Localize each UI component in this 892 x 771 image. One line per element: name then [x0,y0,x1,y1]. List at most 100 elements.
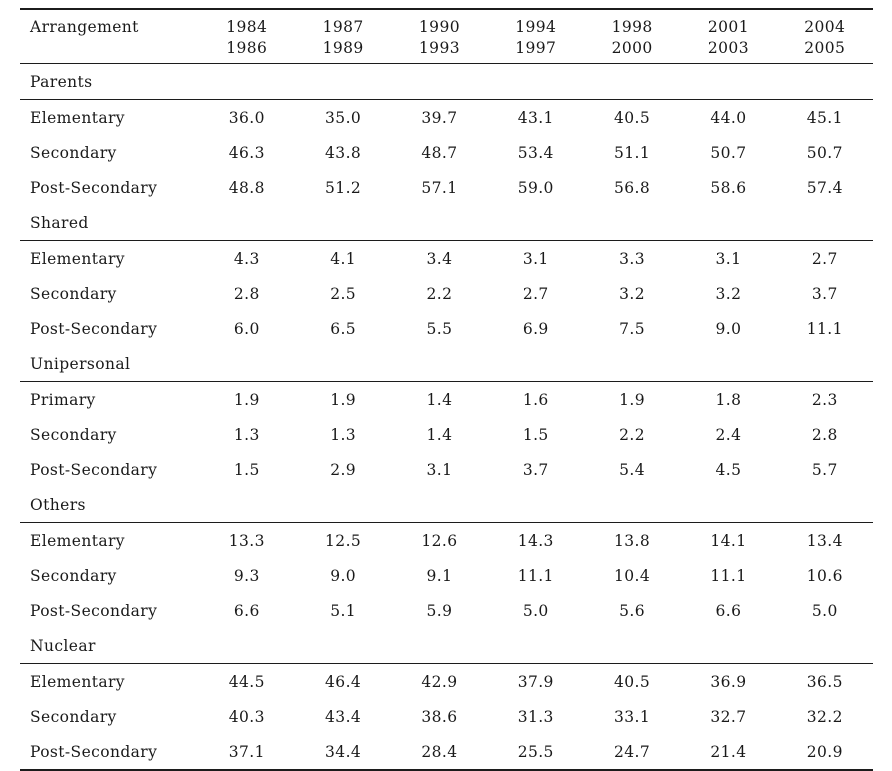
table-row: Secondary 2.8 2.5 2.2 2.7 3.2 3.2 3.7 [20,276,873,311]
row-label: Post-Secondary [30,178,158,197]
header-period: 2001 2003 [680,9,777,64]
row-label: Elementary [30,531,125,550]
value-cell: 5.9 [426,601,453,620]
row-label: Elementary [30,672,125,691]
value-cell: 6.6 [233,601,260,620]
period-end-year: 2003 [707,39,749,57]
row-label: Post-Secondary [30,460,158,479]
value-cell: 2.9 [330,460,357,479]
value-cell: 56.8 [614,178,651,197]
value-cell: 53.4 [517,143,554,162]
value-cell: 46.4 [325,672,362,691]
period-end-year: 1993 [418,39,460,57]
value-cell: 33.1 [614,707,651,726]
value-cell: 39.7 [421,108,458,127]
value-cell: 10.6 [806,566,843,585]
value-cell: 7.5 [619,319,646,338]
value-cell: 38.6 [421,707,458,726]
value-cell: 1.4 [426,425,453,444]
value-cell: 9.1 [426,566,453,585]
table-row: Post-Secondary 37.1 34.4 28.4 25.5 24.7 21.4 20… [20,734,873,770]
value-cell: 2.7 [522,284,549,303]
value-cell: 37.9 [517,672,554,691]
header-arrangement: Arrangement [20,9,199,64]
row-label: Post-Secondary [30,601,158,620]
table-row: Post-Secondary 1.5 2.9 3.1 3.7 5.4 4.5 5.7 [20,452,873,487]
value-cell: 9.3 [233,566,260,585]
value-cell: 48.8 [228,178,265,197]
header-period: 1990 1993 [391,9,488,64]
value-cell: 2.3 [811,390,838,409]
value-cell: 5.7 [811,460,838,479]
row-label: Secondary [30,425,117,444]
value-cell: 36.9 [710,672,747,691]
value-cell: 31.3 [517,707,554,726]
value-cell: 25.5 [517,742,554,761]
value-cell: 51.1 [614,143,651,162]
value-cell: 6.0 [233,319,260,338]
row-label: Secondary [30,707,117,726]
section-row: Parents [20,63,873,100]
value-cell: 5.0 [522,601,549,620]
row-label: Primary [30,390,96,409]
value-cell: 1.3 [330,425,357,444]
period-start-year: 1990 [418,18,460,36]
value-cell: 24.7 [614,742,651,761]
value-cell: 35.0 [325,108,362,127]
value-cell: 3.7 [811,284,838,303]
value-cell: 3.2 [619,284,646,303]
value-cell: 2.8 [233,284,260,303]
section-row: Nuclear [20,628,873,664]
value-cell: 32.7 [710,707,747,726]
period-end-year: 1986 [226,39,268,57]
value-cell: 43.1 [517,108,554,127]
table-row: Elementary 13.3 12.5 12.6 14.3 13.8 14.1 13.4 [20,523,873,559]
value-cell: 28.4 [421,742,458,761]
value-cell: 51.2 [325,178,362,197]
value-cell: 46.3 [228,143,265,162]
value-cell: 59.0 [517,178,554,197]
table-row: Elementary 44.5 46.4 42.9 37.9 40.5 36.9 36.5 [20,664,873,700]
value-cell: 13.3 [228,531,265,550]
value-cell: 57.1 [421,178,458,197]
value-cell: 4.3 [233,249,260,268]
value-cell: 6.9 [522,319,549,338]
value-cell: 9.0 [330,566,357,585]
table-row: Secondary 9.3 9.0 9.1 11.1 10.4 11.1 10.6 [20,558,873,593]
row-label: Post-Secondary [30,319,158,338]
value-cell: 36.5 [806,672,843,691]
table-row: Elementary 4.3 4.1 3.4 3.1 3.3 3.1 2.7 [20,241,873,277]
table-body: Parents Elementary 36.0 35.0 39.7 43.1 40.5 44.… [20,63,873,771]
row-label: Secondary [30,566,117,585]
value-cell: 5.0 [811,601,838,620]
table-row: Secondary 46.3 43.8 48.7 53.4 51.1 50.7 50.7 [20,135,873,170]
period-end-year: 1997 [515,39,557,57]
value-cell: 1.5 [233,460,260,479]
table-header-row: Arrangement 1984 1986 1987 1989 1990 1993 1994… [20,9,873,64]
value-cell: 40.5 [614,108,651,127]
value-cell: 11.1 [517,566,554,585]
value-cell: 9.0 [715,319,742,338]
period-start-year: 1998 [611,18,653,36]
value-cell: 58.6 [710,178,747,197]
value-cell: 12.5 [325,531,362,550]
value-cell: 48.7 [421,143,458,162]
table-row: Primary 1.9 1.9 1.4 1.6 1.9 1.8 2.3 [20,382,873,418]
value-cell: 40.3 [228,707,265,726]
header-period: 1987 1989 [294,9,392,64]
period-end-year: 2000 [611,39,653,57]
row-label: Secondary [30,143,117,162]
value-cell: 1.4 [426,390,453,409]
table-head: Arrangement 1984 1986 1987 1989 1990 1993 1994… [20,9,873,64]
value-cell: 6.5 [330,319,357,338]
value-cell: 45.1 [806,108,843,127]
table-row: Secondary 1.3 1.3 1.4 1.5 2.2 2.4 2.8 [20,417,873,452]
value-cell: 40.5 [614,672,651,691]
table-row: Secondary 40.3 43.4 38.6 31.3 33.1 32.7 32.2 [20,699,873,734]
value-cell: 5.5 [426,319,453,338]
value-cell: 3.4 [426,249,453,268]
value-cell: 44.5 [228,672,265,691]
section-row: Unipersonal [20,346,873,382]
value-cell: 6.6 [715,601,742,620]
section-label: Shared [20,205,873,241]
